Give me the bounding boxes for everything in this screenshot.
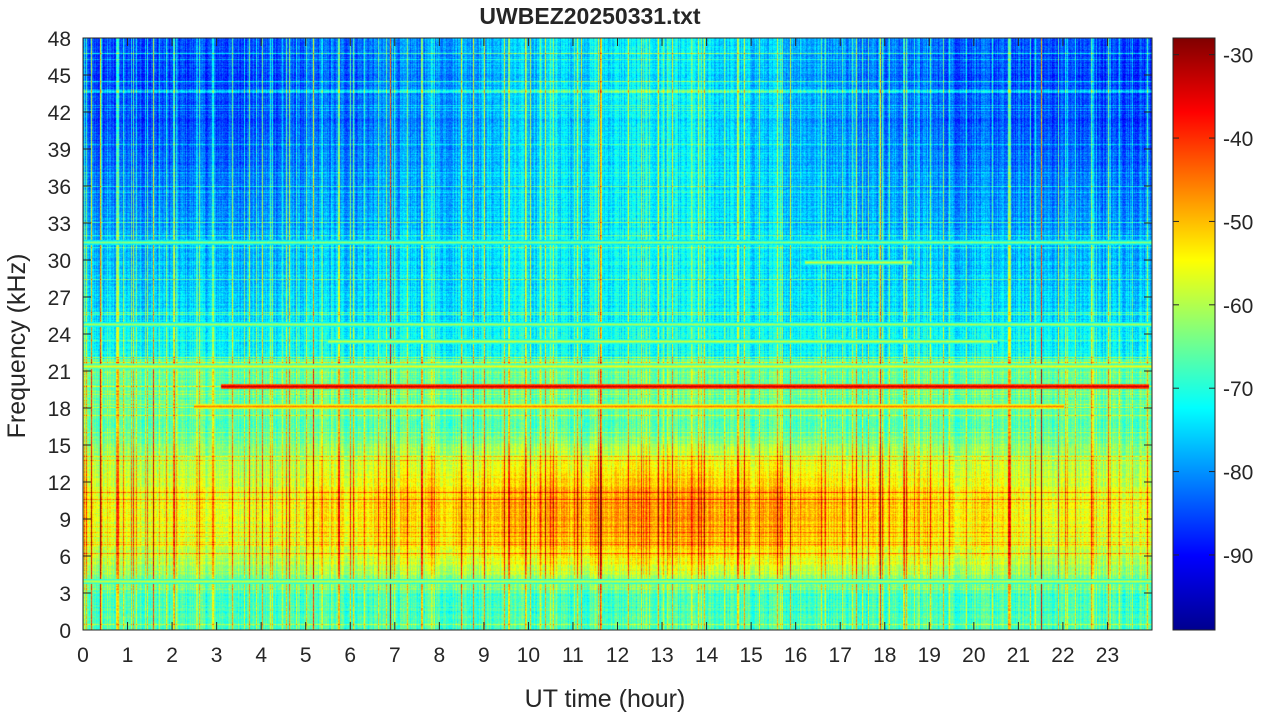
colorbar-tick-label: -60 — [1223, 295, 1253, 318]
colorbar-tick-label: -30 — [1223, 45, 1253, 68]
x-tick-label: 15 — [739, 644, 762, 667]
x-tick-label: 13 — [650, 644, 673, 667]
colorbar: -90 -80 -70 -60 -50 -40 -30 — [1172, 37, 1253, 631]
x-tick-label: 9 — [478, 644, 490, 667]
y-axis-label: Frequency (kHz) — [3, 254, 31, 439]
spectrogram-heatmap — [83, 38, 1152, 630]
plot-area — [82, 37, 1153, 631]
y-tick-label: 24 — [48, 324, 72, 347]
x-tick-label: 1 — [122, 644, 134, 667]
y-tick-label: 12 — [48, 472, 71, 495]
x-tick-label: 5 — [300, 644, 312, 667]
colorbar-tick-label: -80 — [1223, 462, 1253, 485]
colorbar-tick-label: -70 — [1223, 378, 1253, 401]
x-tick-label: 11 — [562, 644, 584, 667]
y-tick-label: 9 — [59, 509, 71, 532]
x-tick-label: 12 — [606, 644, 629, 667]
x-tick-label: 20 — [962, 644, 985, 667]
y-tick-label: 42 — [48, 102, 71, 125]
y-tick-label: 45 — [48, 65, 71, 88]
colorbar-gradient — [1173, 38, 1215, 630]
y-tick-label: 0 — [59, 620, 71, 643]
y-tick-label: 3 — [59, 583, 71, 606]
y-tick-label: 18 — [48, 398, 71, 421]
colorbar-frame — [1172, 37, 1216, 631]
x-tick-label: 23 — [1096, 644, 1119, 667]
x-tick-label: 2 — [166, 644, 178, 667]
x-tick-label: 18 — [873, 644, 896, 667]
x-tick-label: 0 — [77, 644, 89, 667]
x-tick-label: 16 — [784, 644, 807, 667]
x-tick-label: 10 — [517, 644, 540, 667]
x-tick-label: 22 — [1051, 644, 1074, 667]
y-tick-label: 15 — [48, 435, 71, 458]
x-tick-label: 14 — [695, 644, 719, 667]
y-tick-label: 39 — [48, 139, 71, 162]
y-tick-label: 21 — [48, 361, 71, 384]
x-tick-label: 8 — [433, 644, 445, 667]
x-tick-label: 19 — [918, 644, 941, 667]
y-tick-label: 36 — [48, 176, 71, 199]
x-tick-label: 21 — [1007, 644, 1030, 667]
x-axis: 0 1 2 3 4 5 6 7 8 9 10 11 12 13 14 15 16 17 18 19 20 21 22 23 — [77, 38, 1119, 667]
x-tick-label: 3 — [211, 644, 223, 667]
chart-title: UWBEZ20250331.txt — [479, 3, 700, 29]
y-tick-label: 33 — [48, 213, 71, 236]
colorbar-ticks: -90 -80 -70 -60 -50 -40 -30 — [1173, 45, 1253, 568]
colorbar-tick-label: -40 — [1223, 128, 1253, 151]
colorbar-tick-label: -50 — [1223, 211, 1253, 234]
y-tick-label: 30 — [48, 250, 71, 273]
x-tick-label: 17 — [829, 644, 852, 667]
x-axis-label: UT time (hour) — [525, 685, 686, 713]
y-tick-label: 6 — [59, 546, 71, 569]
x-tick-label: 4 — [255, 644, 267, 667]
y-tick-label: 27 — [48, 287, 71, 310]
x-tick-label: 6 — [344, 644, 356, 667]
colorbar-tick-label: -90 — [1223, 545, 1253, 568]
y-tick-label: 48 — [48, 28, 71, 51]
x-tick-label: 7 — [389, 644, 401, 667]
